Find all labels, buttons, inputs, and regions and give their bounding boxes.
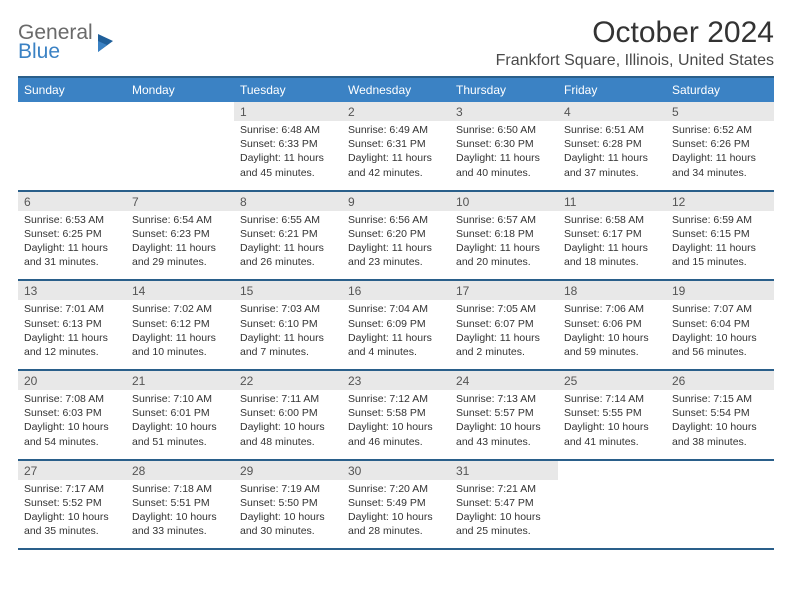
detail-row: Sunrise: 7:08 AMSunset: 6:03 PMDaylight:… <box>18 390 774 460</box>
day-detail: Sunrise: 7:13 AMSunset: 5:57 PMDaylight:… <box>450 390 558 460</box>
day-number: 20 <box>18 370 126 390</box>
detail-row: Sunrise: 7:01 AMSunset: 6:13 PMDaylight:… <box>18 300 774 370</box>
day-detail <box>558 480 666 550</box>
day-detail: Sunrise: 6:54 AMSunset: 6:23 PMDaylight:… <box>126 211 234 281</box>
day-number: 4 <box>558 102 666 121</box>
day-number: 10 <box>450 191 558 211</box>
month-title: October 2024 <box>496 16 774 50</box>
day-detail: Sunrise: 6:48 AMSunset: 6:33 PMDaylight:… <box>234 121 342 191</box>
day-number: 18 <box>558 280 666 300</box>
day-detail: Sunrise: 7:02 AMSunset: 6:12 PMDaylight:… <box>126 300 234 370</box>
day-number: 29 <box>234 460 342 480</box>
day-detail: Sunrise: 7:10 AMSunset: 6:01 PMDaylight:… <box>126 390 234 460</box>
day-number <box>126 102 234 121</box>
day-number: 5 <box>666 102 774 121</box>
daynum-row: 12345 <box>18 102 774 121</box>
daynum-row: 6789101112 <box>18 191 774 211</box>
day-detail: Sunrise: 7:11 AMSunset: 6:00 PMDaylight:… <box>234 390 342 460</box>
day-number: 31 <box>450 460 558 480</box>
day-number: 21 <box>126 370 234 390</box>
day-number: 27 <box>18 460 126 480</box>
day-number: 28 <box>126 460 234 480</box>
day-detail: Sunrise: 7:01 AMSunset: 6:13 PMDaylight:… <box>18 300 126 370</box>
day-number: 14 <box>126 280 234 300</box>
weekday-header: Thursday <box>450 77 558 102</box>
day-detail: Sunrise: 7:08 AMSunset: 6:03 PMDaylight:… <box>18 390 126 460</box>
day-number: 6 <box>18 191 126 211</box>
day-detail: Sunrise: 7:12 AMSunset: 5:58 PMDaylight:… <box>342 390 450 460</box>
day-number: 22 <box>234 370 342 390</box>
title-block: October 2024 Frankfort Square, Illinois,… <box>496 16 774 70</box>
header: General Blue October 2024 Frankfort Squa… <box>18 16 774 70</box>
day-detail: Sunrise: 6:50 AMSunset: 6:30 PMDaylight:… <box>450 121 558 191</box>
day-detail: Sunrise: 7:18 AMSunset: 5:51 PMDaylight:… <box>126 480 234 550</box>
weekday-header-row: Sunday Monday Tuesday Wednesday Thursday… <box>18 77 774 102</box>
day-detail: Sunrise: 7:04 AMSunset: 6:09 PMDaylight:… <box>342 300 450 370</box>
day-detail: Sunrise: 7:07 AMSunset: 6:04 PMDaylight:… <box>666 300 774 370</box>
day-detail: Sunrise: 7:06 AMSunset: 6:06 PMDaylight:… <box>558 300 666 370</box>
day-detail: Sunrise: 7:20 AMSunset: 5:49 PMDaylight:… <box>342 480 450 550</box>
day-number: 26 <box>666 370 774 390</box>
day-detail: Sunrise: 6:57 AMSunset: 6:18 PMDaylight:… <box>450 211 558 281</box>
day-number: 16 <box>342 280 450 300</box>
day-detail: Sunrise: 7:19 AMSunset: 5:50 PMDaylight:… <box>234 480 342 550</box>
logo-text: General Blue <box>18 24 93 62</box>
day-number: 25 <box>558 370 666 390</box>
logo-flag-icon <box>97 32 123 54</box>
daynum-row: 2728293031 <box>18 460 774 480</box>
day-number: 30 <box>342 460 450 480</box>
daynum-row: 20212223242526 <box>18 370 774 390</box>
day-detail: Sunrise: 6:53 AMSunset: 6:25 PMDaylight:… <box>18 211 126 281</box>
day-number <box>666 460 774 480</box>
day-number <box>18 102 126 121</box>
day-number: 1 <box>234 102 342 121</box>
day-number: 24 <box>450 370 558 390</box>
weekday-header: Friday <box>558 77 666 102</box>
day-number: 2 <box>342 102 450 121</box>
calendar-table: Sunday Monday Tuesday Wednesday Thursday… <box>18 76 774 550</box>
day-detail: Sunrise: 7:14 AMSunset: 5:55 PMDaylight:… <box>558 390 666 460</box>
weekday-header: Tuesday <box>234 77 342 102</box>
day-detail: Sunrise: 6:55 AMSunset: 6:21 PMDaylight:… <box>234 211 342 281</box>
day-detail: Sunrise: 7:05 AMSunset: 6:07 PMDaylight:… <box>450 300 558 370</box>
day-number: 23 <box>342 370 450 390</box>
weekday-header: Monday <box>126 77 234 102</box>
day-detail: Sunrise: 6:58 AMSunset: 6:17 PMDaylight:… <box>558 211 666 281</box>
day-number: 3 <box>450 102 558 121</box>
day-number: 7 <box>126 191 234 211</box>
detail-row: Sunrise: 7:17 AMSunset: 5:52 PMDaylight:… <box>18 480 774 550</box>
logo: General Blue <box>18 24 123 62</box>
day-number: 17 <box>450 280 558 300</box>
day-detail <box>18 121 126 191</box>
day-detail: Sunrise: 7:17 AMSunset: 5:52 PMDaylight:… <box>18 480 126 550</box>
day-detail <box>666 480 774 550</box>
day-number: 9 <box>342 191 450 211</box>
day-number: 8 <box>234 191 342 211</box>
day-detail: Sunrise: 6:51 AMSunset: 6:28 PMDaylight:… <box>558 121 666 191</box>
day-detail: Sunrise: 7:21 AMSunset: 5:47 PMDaylight:… <box>450 480 558 550</box>
day-detail <box>126 121 234 191</box>
detail-row: Sunrise: 6:48 AMSunset: 6:33 PMDaylight:… <box>18 121 774 191</box>
day-detail: Sunrise: 7:15 AMSunset: 5:54 PMDaylight:… <box>666 390 774 460</box>
logo-word-blue: Blue <box>18 40 60 63</box>
day-number <box>558 460 666 480</box>
day-detail: Sunrise: 6:49 AMSunset: 6:31 PMDaylight:… <box>342 121 450 191</box>
day-number: 13 <box>18 280 126 300</box>
day-number: 12 <box>666 191 774 211</box>
weekday-header: Saturday <box>666 77 774 102</box>
detail-row: Sunrise: 6:53 AMSunset: 6:25 PMDaylight:… <box>18 211 774 281</box>
day-number: 11 <box>558 191 666 211</box>
weekday-header: Wednesday <box>342 77 450 102</box>
day-detail: Sunrise: 7:03 AMSunset: 6:10 PMDaylight:… <box>234 300 342 370</box>
day-detail: Sunrise: 6:59 AMSunset: 6:15 PMDaylight:… <box>666 211 774 281</box>
day-number: 15 <box>234 280 342 300</box>
weekday-header: Sunday <box>18 77 126 102</box>
location-text: Frankfort Square, Illinois, United State… <box>496 52 774 70</box>
day-number: 19 <box>666 280 774 300</box>
daynum-row: 13141516171819 <box>18 280 774 300</box>
day-detail: Sunrise: 6:52 AMSunset: 6:26 PMDaylight:… <box>666 121 774 191</box>
day-detail: Sunrise: 6:56 AMSunset: 6:20 PMDaylight:… <box>342 211 450 281</box>
